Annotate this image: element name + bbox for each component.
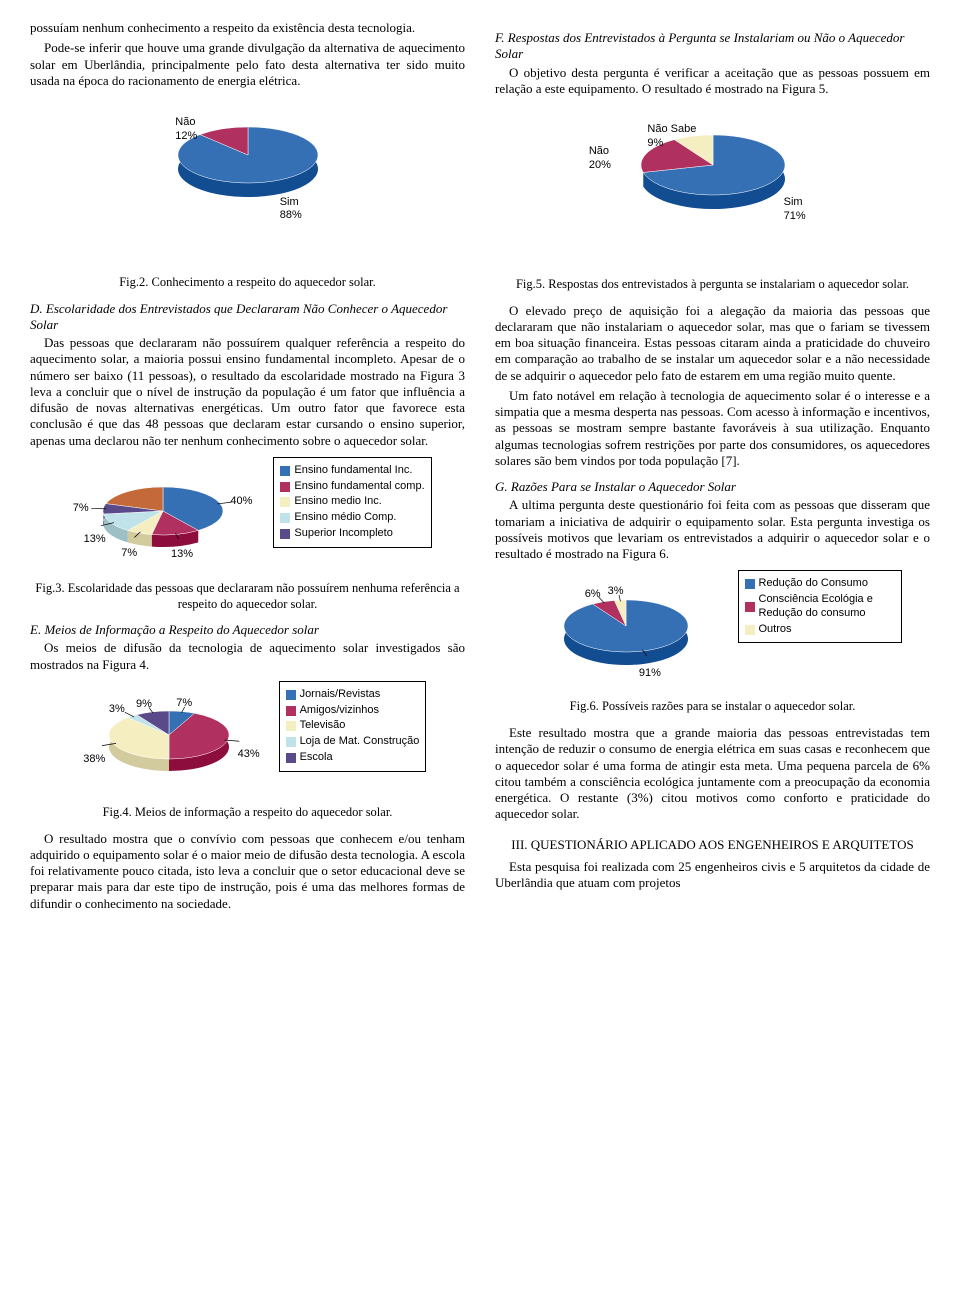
legend-item: Superior Incompleto bbox=[280, 527, 424, 541]
paragraph: Pode-se inferir que houve uma grande div… bbox=[30, 40, 465, 89]
paragraph: Esta pesquisa foi realizada com 25 engen… bbox=[495, 859, 930, 892]
legend-swatch bbox=[280, 513, 290, 523]
fig3-chart: 40%13%7%13%7% Ensino fundamental Inc.Ens… bbox=[30, 457, 465, 577]
pie-callout: 91% bbox=[639, 667, 661, 681]
legend-swatch bbox=[286, 706, 296, 716]
pie-label: Não Sabe9% bbox=[647, 123, 696, 151]
pie-callout: 3% bbox=[109, 703, 125, 717]
fig2-caption: Fig.2. Conhecimento a respeito do aquece… bbox=[30, 275, 465, 291]
paragraph: O elevado preço de aquisição foi a alega… bbox=[495, 303, 930, 384]
pie-callout: 40% bbox=[230, 495, 252, 509]
pie-label: Sim71% bbox=[784, 196, 806, 224]
legend-swatch bbox=[286, 690, 296, 700]
fig5-chart: Sim71% Não20% Não Sabe9% bbox=[495, 105, 930, 239]
legend-label: Outros bbox=[759, 623, 792, 637]
legend-item: Ensino fundamental Inc. bbox=[280, 464, 424, 478]
legend-label: Ensino fundamental Inc. bbox=[294, 464, 412, 478]
paragraph: O objetivo desta pergunta é verificar a … bbox=[495, 65, 930, 98]
legend-swatch bbox=[280, 482, 290, 492]
fig6-chart: 91% 6% 3% Redução do Consumo Consciência Ec… bbox=[495, 570, 930, 695]
fig4-legend: Jornais/Revistas Amigos/vizinhosTelevisão… bbox=[279, 681, 427, 772]
legend-label: Televisão bbox=[300, 719, 346, 733]
section-g-title: G. Razões Para se Instalar o Aquecedor S… bbox=[495, 479, 930, 495]
paragraph: Este resultado mostra que a grande maior… bbox=[495, 725, 930, 823]
legend-item: Ensino fundamental comp. bbox=[280, 480, 424, 494]
legend-swatch bbox=[745, 602, 755, 612]
legend-swatch bbox=[286, 737, 296, 747]
pie-label: Não20% bbox=[589, 145, 611, 173]
legend-swatch bbox=[280, 529, 290, 539]
pie-label: Sim88% bbox=[280, 196, 302, 224]
pie-callout: 9% bbox=[136, 698, 152, 712]
legend-label: Redução do Consumo bbox=[759, 577, 868, 591]
legend-swatch bbox=[286, 721, 296, 731]
legend-swatch bbox=[280, 466, 290, 476]
pie-label: Não12% bbox=[175, 116, 197, 144]
fig4-chart: 7% 43% 38% 3% 9% Jornais/Revistas Amigos/vizi… bbox=[30, 681, 465, 801]
pie-callout: 43% bbox=[238, 748, 260, 762]
legend-label: Loja de Mat. Construção bbox=[300, 735, 420, 749]
legend-swatch bbox=[280, 497, 290, 507]
left-column: possuíam nenhum conhecimento a respeito … bbox=[30, 20, 465, 916]
legend-item: Televisão bbox=[286, 719, 420, 733]
paragraph: Das pessoas que declararam não possuírem… bbox=[30, 335, 465, 449]
legend-label: Amigos/vizinhos bbox=[300, 704, 379, 718]
section-e-title: E. Meios de Informação a Respeito do Aqu… bbox=[30, 622, 465, 638]
paragraph: possuíam nenhum conhecimento a respeito … bbox=[30, 20, 465, 36]
fig3-legend: Ensino fundamental Inc. Ensino fundamenta… bbox=[273, 457, 431, 548]
legend-item: Ensino medio Inc. bbox=[280, 495, 424, 509]
fig6-legend: Redução do Consumo Consciência Ecológia e… bbox=[738, 570, 902, 643]
section-f-title: F. Respostas dos Entrevistados à Pergunt… bbox=[495, 30, 930, 63]
fig5-caption: Fig.5. Respostas dos entrevistados à per… bbox=[495, 277, 930, 293]
pie-callout: 38% bbox=[83, 753, 105, 767]
fig2-chart: Sim88% Não12% bbox=[30, 97, 465, 227]
paragraph: Os meios de difusão da tecnologia de aqu… bbox=[30, 640, 465, 673]
legend-label: Ensino fundamental comp. bbox=[294, 480, 424, 494]
pie-callout: 13% bbox=[84, 533, 106, 547]
legend-item: Jornais/Revistas bbox=[286, 688, 420, 702]
right-column: F. Respostas dos Entrevistados à Pergunt… bbox=[495, 20, 930, 916]
legend-label: Consciência Ecológia e Redução do consum… bbox=[759, 593, 895, 621]
legend-swatch bbox=[745, 579, 755, 589]
legend-item: Ensino médio Comp. bbox=[280, 511, 424, 525]
legend-label: Jornais/Revistas bbox=[300, 688, 381, 702]
legend-swatch bbox=[286, 753, 296, 763]
pie-callout: 3% bbox=[608, 585, 624, 599]
legend-swatch bbox=[745, 625, 755, 635]
fig6-caption: Fig.6. Possíveis razões para se instalar… bbox=[495, 699, 930, 715]
paragraph: O resultado mostra que o convívio com pe… bbox=[30, 831, 465, 912]
fig4-caption: Fig.4. Meios de informação a respeito do… bbox=[30, 805, 465, 821]
fig3-caption: Fig.3. Escolaridade das pessoas que decl… bbox=[30, 581, 465, 612]
legend-item: Redução do Consumo bbox=[745, 577, 895, 591]
pie-callout: 6% bbox=[585, 588, 601, 602]
pie-callout: 7% bbox=[73, 502, 89, 516]
pie-callout: 13% bbox=[171, 548, 193, 562]
pie-callout: 7% bbox=[176, 697, 192, 711]
legend-label: Ensino médio Comp. bbox=[294, 511, 396, 525]
legend-label: Superior Incompleto bbox=[294, 527, 392, 541]
legend-label: Escola bbox=[300, 751, 333, 765]
paragraph: A ultima pergunta deste questionário foi… bbox=[495, 497, 930, 562]
legend-item: Amigos/vizinhos bbox=[286, 704, 420, 718]
legend-item: Outros bbox=[745, 623, 895, 637]
legend-item: Escola bbox=[286, 751, 420, 765]
paragraph: Um fato notável em relação à tecnologia … bbox=[495, 388, 930, 469]
pie-callout: 7% bbox=[121, 547, 137, 561]
section-iii-heading: III. QUESTIONÁRIO APLICADO AOS ENGENHEIR… bbox=[495, 837, 930, 853]
legend-item: Loja de Mat. Construção bbox=[286, 735, 420, 749]
legend-label: Ensino medio Inc. bbox=[294, 495, 381, 509]
legend-item: Consciência Ecológia e Redução do consum… bbox=[745, 593, 895, 621]
section-d-title: D. Escolaridade dos Entrevistados que De… bbox=[30, 301, 465, 334]
